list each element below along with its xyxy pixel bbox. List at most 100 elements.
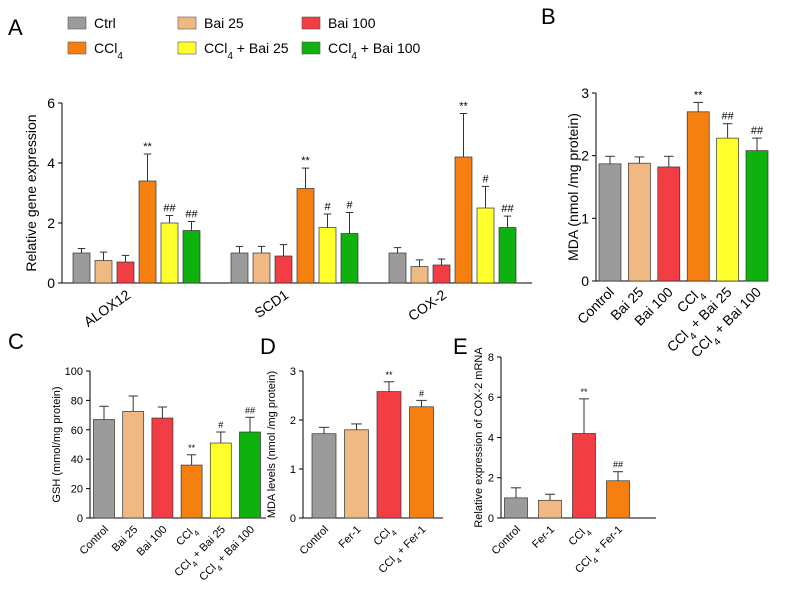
bar [388,252,407,284]
legend-swatch [301,41,321,55]
significance-mark: # [324,201,331,213]
y-axis-label: Relative expression of COX-2 mRNA [473,347,485,528]
bar [311,433,337,519]
y-tick-label: 2 [488,473,494,485]
significance-mark: ** [301,155,310,167]
y-axis-label: MDA (nmol /mg protein) [565,113,581,261]
significance-mark: # [218,420,223,430]
y-tick-label: 1 [290,464,296,476]
legend-swatch [177,41,197,55]
legend-swatch [177,16,197,30]
legend-label: CCl4 + Bai 100 [328,40,421,62]
x-tick-label: CCl4 [567,523,594,550]
legend-swatch [67,41,87,55]
x-tick-label: COX-2 [405,286,449,324]
bar [409,406,434,519]
bar [318,227,337,284]
y-tick-label: 2 [290,415,296,427]
x-tick-label: Control [298,524,332,558]
y-tick-label: 1 [581,210,589,226]
significance-mark: ** [143,141,152,153]
panel-label-a: A [8,15,23,40]
bar [151,417,174,519]
significance-mark: ** [385,370,393,380]
significance-mark: ## [245,405,255,415]
y-tick-label: 4 [47,155,55,171]
bar [296,188,315,284]
y-tick-label: 6 [47,95,55,111]
y-tick-label: 0 [47,275,55,291]
y-tick-label: 2 [47,215,55,231]
significance-mark: ** [459,101,468,113]
y-tick-label: 0 [290,513,296,525]
significance-mark: ## [501,203,514,215]
bar [116,261,135,284]
bar [686,111,710,282]
significance-mark: # [346,200,353,212]
bar [606,480,630,519]
bar [538,499,562,519]
bar [432,264,451,284]
x-tick-label: Fer-1 [337,524,364,551]
y-tick-label: 20 [71,484,83,496]
x-tick-label: Fer-1 [530,524,557,551]
significance-mark: ** [188,443,196,453]
bar [498,227,517,284]
y-tick-label: 0 [581,273,589,289]
x-tick-label: Control [574,284,617,327]
x-tick-label: CCl4 [372,523,399,550]
y-tick-label: 0 [488,513,494,525]
bar [182,230,201,284]
bar [716,137,739,282]
bar [410,266,429,284]
y-tick-label: 4 [488,432,494,444]
legend: Ctrl CCl4 Bai 25 CCl4 + Bai 25 Bai 100 CCl4 +… [67,15,421,62]
bar [252,252,271,284]
y-axis-label: MDA levels (nmol /mg protein) [266,371,278,518]
legend-label: Ctrl [94,15,116,31]
bar [657,166,681,282]
x-tick-label: Control [78,524,112,558]
bar [572,433,596,519]
y-tick-label: 80 [71,395,83,407]
y-axis-label: GSH (mmol/mg protein) [51,386,63,502]
legend-label: Bai 100 [328,15,376,31]
legend-label: CCl4 [94,40,123,62]
significance-mark: ## [163,203,176,215]
y-tick-label: 3 [581,85,589,101]
bar [454,156,473,284]
bar [376,391,402,519]
significance-mark: ** [580,387,588,397]
y-axis-label: Relative gene expression [23,114,39,271]
bar [598,163,622,282]
legend-swatch [67,16,87,30]
panel-label-e: E [453,334,468,359]
x-tick-label: SCD1 [251,286,291,321]
legend-label: Bai 25 [204,15,244,31]
y-tick-label: 6 [488,392,494,404]
bar [340,233,359,284]
significance-mark: ## [751,125,764,137]
panel-d-chart: 0 1 2 3 MDA levels (nmol /mg protein) Control… [266,366,443,576]
y-tick-label: 60 [71,425,83,437]
significance-mark: ** [694,89,703,101]
y-tick-label: 8 [488,352,494,364]
bar [160,222,179,284]
significance-mark: # [482,173,489,185]
y-tick-label: 2 [581,148,589,164]
significance-mark: # [419,388,424,398]
panel-label-b: B [541,4,556,29]
x-tick-label: Control [490,524,524,558]
significance-mark: ## [721,111,734,123]
bar [230,252,249,284]
bar [72,252,91,284]
bar [274,255,293,284]
y-tick-label: 3 [290,366,296,378]
bar [476,207,495,284]
bar [209,442,232,519]
y-tick-label: 100 [65,366,83,378]
